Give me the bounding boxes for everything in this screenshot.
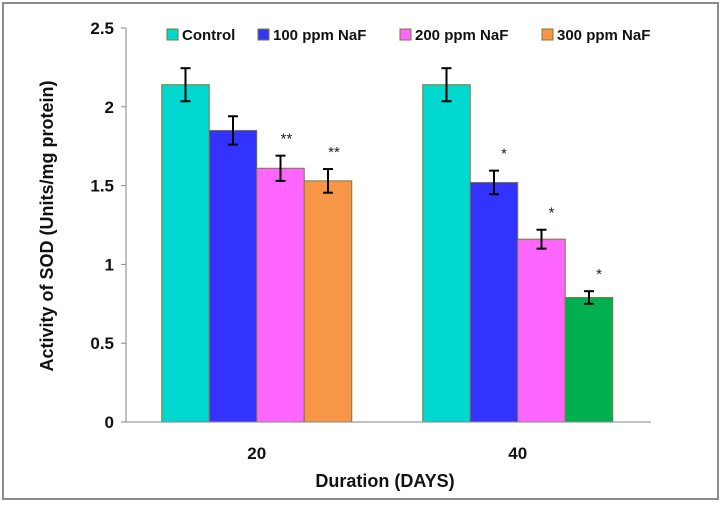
error-bar <box>536 228 547 250</box>
legend-label: 100 ppm NaF <box>273 27 366 44</box>
legend: Control 100 ppm NaF 200 ppm NaF 300 ppm NaF <box>166 27 650 44</box>
error-bar <box>323 168 333 194</box>
bar-control-day-20 <box>161 84 210 423</box>
error-bar <box>584 290 594 305</box>
bar-300-ppm-naf-day-40 <box>564 296 614 423</box>
significance-marker: * <box>501 146 507 163</box>
y-tick-label: 1 <box>105 255 114 274</box>
x-tick-label: 40 <box>508 444 527 463</box>
legend-item-300-ppm-naf: 300 ppm NaF <box>541 27 650 44</box>
y-tick-label: 2.5 <box>90 19 114 38</box>
bar-control-day-40 <box>422 84 471 423</box>
legend-swatch <box>257 28 270 41</box>
legend-item-control: Control <box>166 27 235 44</box>
legend-swatch <box>166 28 179 41</box>
bar-200-ppm-naf-day-40 <box>517 238 566 423</box>
legend-label: 300 ppm NaF <box>557 27 650 44</box>
axes: 0 0.5 1 1.5 2 2.5 20 40 <box>90 19 651 463</box>
significance-markers: **** *** <box>281 131 602 284</box>
chart-frame <box>2 2 719 500</box>
y-tick-label: 0 <box>105 413 114 432</box>
y-tick-label: 2 <box>105 98 114 117</box>
error-bar <box>489 169 499 196</box>
significance-marker: * <box>596 266 602 283</box>
y-tick-label: 0.5 <box>90 334 114 353</box>
error-bar <box>228 115 238 146</box>
x-axis-title: Duration (DAYS) <box>315 471 454 491</box>
significance-marker: ** <box>281 131 293 148</box>
legend-swatch <box>399 28 412 41</box>
significance-marker: * <box>549 205 555 222</box>
legend-swatch <box>541 28 554 41</box>
x-tick-label: 20 <box>247 444 266 463</box>
bar-100-ppm-naf-day-40 <box>469 181 519 423</box>
legend-item-200-ppm-naf: 200 ppm NaF <box>399 27 508 44</box>
y-tick-label: 1.5 <box>90 177 114 196</box>
significance-marker: ** <box>328 144 340 161</box>
bars <box>161 84 614 423</box>
legend-label: 200 ppm NaF <box>415 27 508 44</box>
bar-100-ppm-naf-day-20 <box>208 129 258 423</box>
error-bar <box>441 67 452 103</box>
bar-300-ppm-naf-day-20 <box>303 180 353 423</box>
y-axis-title: Activity of SOD (Units/mg protein) <box>37 80 57 371</box>
legend-item-100-ppm-naf: 100 ppm NaF <box>257 27 366 44</box>
error-bar <box>180 67 191 103</box>
legend-label: Control <box>182 27 235 44</box>
error-bars <box>180 67 594 305</box>
bar-200-ppm-naf-day-20 <box>256 167 305 423</box>
error-bar <box>275 154 286 182</box>
